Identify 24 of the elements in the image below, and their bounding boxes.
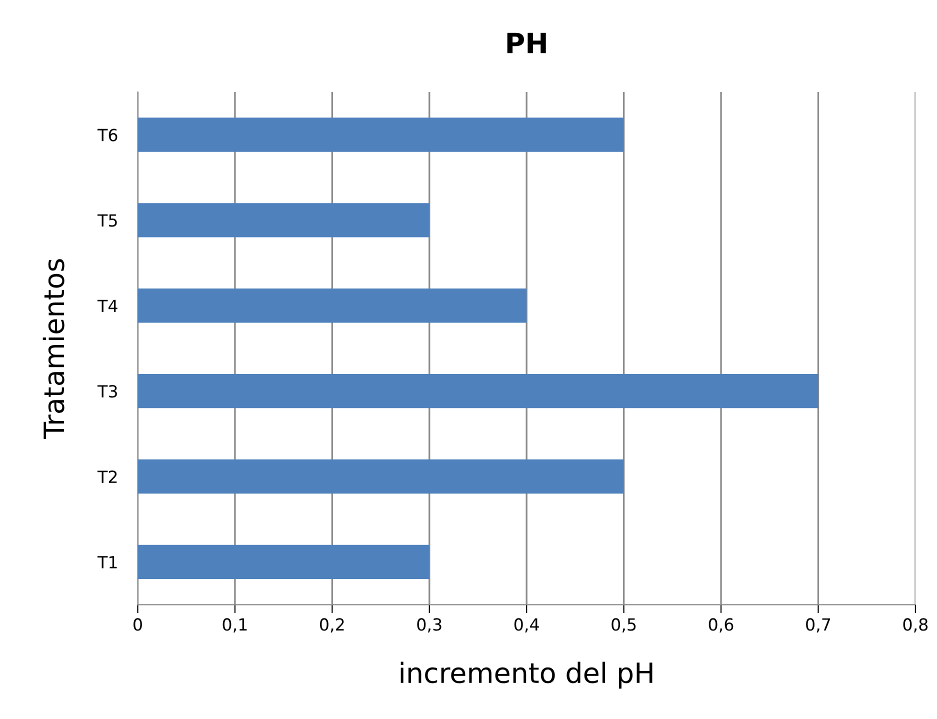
x-axis-title: incremento del pH [400,662,652,689]
y-tick-label: T4 [97,300,118,312]
x-tick-label: 0,3 [417,618,442,632]
y-tick-label: T5 [97,214,117,227]
x-tick-label: 0,8 [903,618,928,632]
x-tick-label: 0,7 [806,618,830,632]
x-tick-label: 0,4 [514,618,539,632]
chart-title: PH [507,32,546,54]
x-tick-label: 0,1 [222,618,247,632]
y-tick-label: T2 [97,470,117,483]
x-tick-label: 0,2 [320,618,344,632]
y-axis-title: Tratamientos [42,259,64,439]
bar [138,374,818,408]
bar [138,118,624,152]
y-tick-label: T6 [97,128,118,142]
x-tick-label: 0,5 [612,618,636,632]
bar [138,459,624,494]
bar [138,203,430,238]
bar [138,288,527,323]
x-tick-label: 0 [134,618,142,631]
bar [138,544,430,580]
y-tick-label: T3 [97,385,117,398]
x-tick-label: 0,6 [708,618,734,632]
y-tick-label: T1 [97,556,117,568]
